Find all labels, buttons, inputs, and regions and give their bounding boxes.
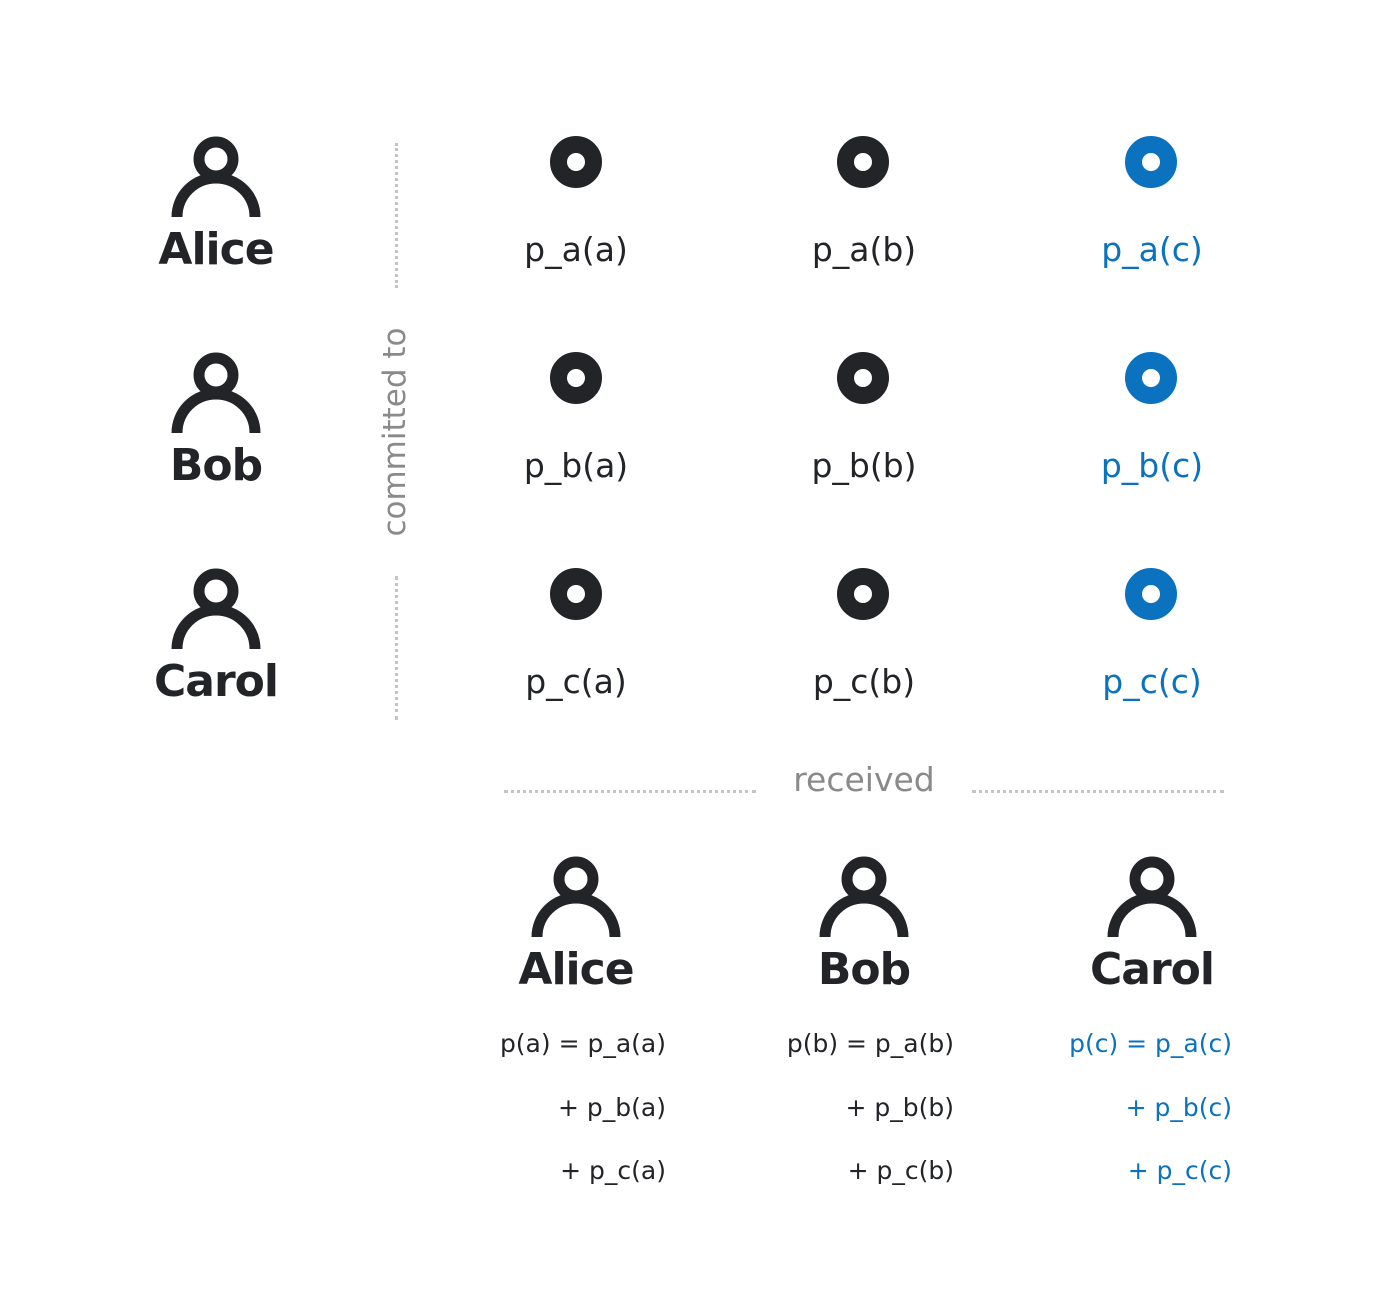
point-ring-icon [836, 351, 890, 405]
horizontal-divider-right [972, 790, 1224, 793]
committed-to-label: committed to [377, 327, 413, 537]
point-label: p_b(c) [1100, 446, 1204, 485]
vertical-divider-bottom [395, 576, 398, 720]
point-label: p_a(a) [524, 230, 628, 269]
point-label: p_a(b) [811, 230, 917, 269]
person-icon [171, 351, 261, 433]
person-icon [531, 855, 621, 937]
sum-line: p(c) = p_a(c) [1069, 1029, 1232, 1058]
sum-line: p(a) = p_a(a) [499, 1029, 666, 1058]
vertical-divider-top [395, 143, 398, 288]
receiver-name-alice: Alice [518, 944, 634, 995]
point-label: p_a(c) [1101, 230, 1203, 269]
point-ring-icon [1124, 351, 1178, 405]
sender-name-bob: Bob [169, 440, 263, 491]
point-ring-icon [549, 135, 603, 189]
point-ring-icon [1124, 135, 1178, 189]
receiver-name-bob: Bob [817, 944, 911, 995]
point-ring-icon [549, 567, 603, 621]
sender-name-carol: Carol [154, 656, 279, 707]
sum-line: + p_c(a) [560, 1156, 666, 1185]
point-label: p_b(b) [811, 446, 917, 485]
sender-name-alice: Alice [158, 224, 274, 275]
receiver-name-carol: Carol [1090, 944, 1215, 995]
person-icon [171, 135, 261, 217]
point-label: p_c(c) [1102, 662, 1202, 701]
received-label: received [793, 760, 935, 799]
sum-line: + p_b(a) [558, 1093, 666, 1122]
point-ring-icon [549, 351, 603, 405]
person-icon [1107, 855, 1197, 937]
point-ring-icon [836, 135, 890, 189]
point-label: p_c(b) [812, 662, 916, 701]
person-icon [819, 855, 909, 937]
sum-line: + p_b(b) [845, 1093, 954, 1122]
point-label: p_b(a) [523, 446, 629, 485]
sum-line: + p_c(c) [1127, 1156, 1232, 1185]
sum-line: + p_c(b) [847, 1156, 954, 1185]
sum-line: + p_b(c) [1125, 1093, 1232, 1122]
horizontal-divider-left [504, 790, 756, 793]
sum-line: p(b) = p_a(b) [786, 1029, 954, 1058]
person-icon [171, 567, 261, 649]
point-ring-icon [836, 567, 890, 621]
point-label: p_c(a) [525, 662, 627, 701]
point-ring-icon [1124, 567, 1178, 621]
